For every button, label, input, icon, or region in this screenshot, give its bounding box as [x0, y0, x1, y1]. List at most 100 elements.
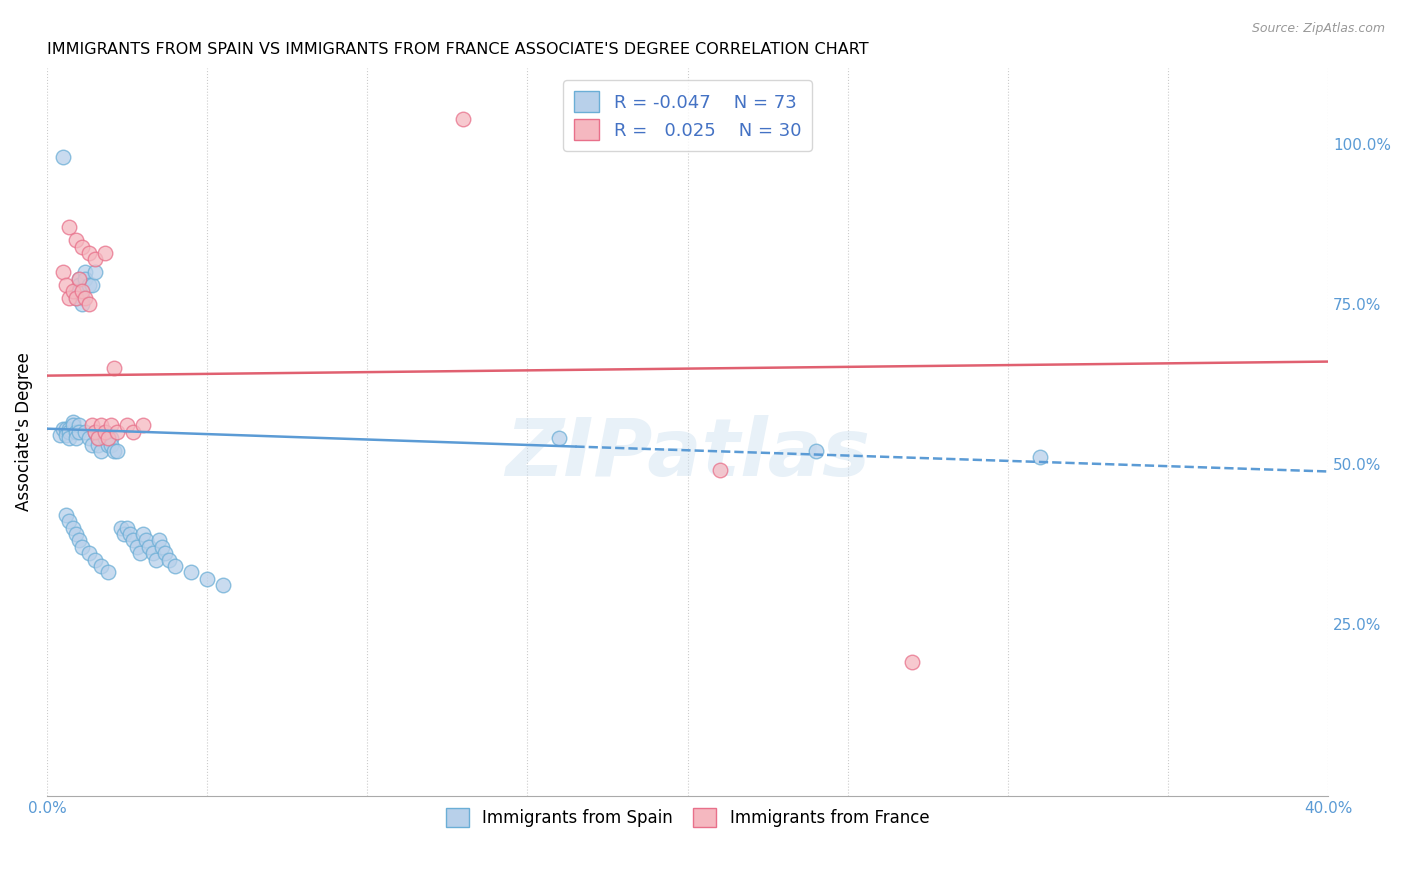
Point	[97, 431, 120, 445]
Point	[112, 527, 135, 541]
Point	[67, 271, 90, 285]
Point	[67, 271, 90, 285]
Point	[75, 425, 97, 439]
Legend: Immigrants from Spain, Immigrants from France: Immigrants from Spain, Immigrants from F…	[437, 799, 938, 835]
Point	[67, 533, 90, 548]
Point	[77, 277, 100, 292]
Point	[52, 265, 75, 279]
Point	[55, 422, 77, 436]
Point	[84, 425, 107, 439]
Point	[67, 277, 90, 292]
Point	[135, 533, 157, 548]
Point	[105, 425, 128, 439]
Point	[58, 431, 80, 445]
Point	[77, 297, 100, 311]
Point	[67, 418, 90, 433]
Point	[150, 540, 173, 554]
Point	[100, 437, 122, 451]
Point	[67, 285, 90, 299]
Point	[52, 150, 75, 164]
Point	[138, 540, 160, 554]
Point	[132, 418, 155, 433]
Point	[90, 559, 112, 574]
Point	[70, 239, 93, 253]
Point	[453, 112, 475, 126]
Point	[55, 428, 77, 442]
Point	[115, 521, 138, 535]
Point	[1029, 450, 1052, 465]
Point	[70, 285, 93, 299]
Point	[65, 527, 87, 541]
Point	[148, 533, 170, 548]
Point	[90, 418, 112, 433]
Point	[77, 431, 100, 445]
Point	[52, 422, 75, 436]
Point	[115, 418, 138, 433]
Point	[709, 463, 731, 477]
Point	[62, 415, 84, 429]
Point	[145, 552, 167, 566]
Point	[93, 425, 115, 439]
Point	[75, 271, 97, 285]
Point	[900, 655, 922, 669]
Point	[65, 291, 87, 305]
Point	[120, 527, 142, 541]
Point	[122, 533, 145, 548]
Point	[80, 437, 103, 451]
Point	[84, 552, 107, 566]
Point	[70, 291, 93, 305]
Point	[122, 425, 145, 439]
Point	[128, 546, 150, 560]
Point	[155, 546, 177, 560]
Y-axis label: Associate's Degree: Associate's Degree	[15, 352, 32, 511]
Point	[65, 291, 87, 305]
Point	[105, 444, 128, 458]
Point	[58, 291, 80, 305]
Point	[103, 444, 125, 458]
Point	[548, 431, 571, 445]
Point	[125, 540, 148, 554]
Text: ZIPatlas: ZIPatlas	[505, 415, 870, 492]
Point	[80, 277, 103, 292]
Point	[62, 521, 84, 535]
Point	[55, 277, 77, 292]
Point	[93, 246, 115, 260]
Point	[93, 425, 115, 439]
Text: Source: ZipAtlas.com: Source: ZipAtlas.com	[1251, 22, 1385, 36]
Point	[87, 437, 110, 451]
Point	[65, 425, 87, 439]
Point	[70, 540, 93, 554]
Point	[62, 418, 84, 433]
Point	[58, 425, 80, 439]
Point	[55, 508, 77, 522]
Point	[90, 444, 112, 458]
Point	[132, 527, 155, 541]
Point	[58, 514, 80, 528]
Point	[77, 246, 100, 260]
Text: IMMIGRANTS FROM SPAIN VS IMMIGRANTS FROM FRANCE ASSOCIATE'S DEGREE CORRELATION C: IMMIGRANTS FROM SPAIN VS IMMIGRANTS FROM…	[46, 42, 869, 57]
Point	[65, 431, 87, 445]
Point	[84, 265, 107, 279]
Point	[804, 444, 827, 458]
Point	[97, 566, 120, 580]
Point	[87, 431, 110, 445]
Point	[97, 437, 120, 451]
Point	[67, 425, 90, 439]
Point	[180, 566, 202, 580]
Point	[142, 546, 165, 560]
Point	[100, 431, 122, 445]
Point	[93, 431, 115, 445]
Point	[58, 422, 80, 436]
Point	[87, 431, 110, 445]
Point	[48, 428, 70, 442]
Point	[75, 291, 97, 305]
Point	[212, 578, 235, 592]
Point	[80, 418, 103, 433]
Point	[84, 425, 107, 439]
Point	[195, 572, 218, 586]
Point	[100, 418, 122, 433]
Point	[103, 361, 125, 376]
Point	[75, 265, 97, 279]
Point	[157, 552, 180, 566]
Point	[65, 233, 87, 247]
